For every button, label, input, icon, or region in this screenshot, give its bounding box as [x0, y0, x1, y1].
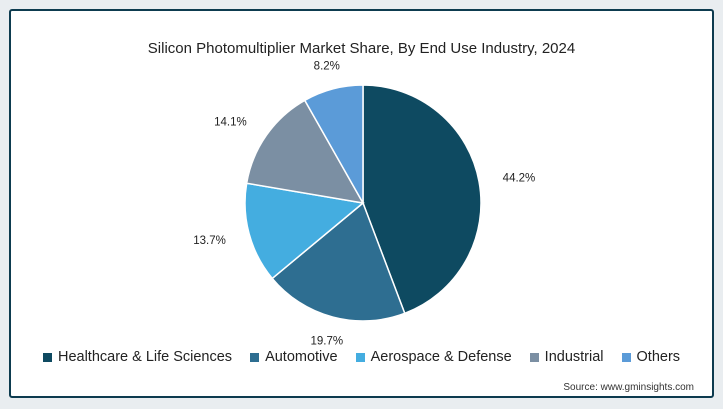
data-label: 8.2% — [314, 61, 340, 73]
chart-legend: Healthcare & Life Sciences Automotive Aero… — [11, 349, 712, 365]
legend-swatch — [42, 352, 52, 362]
legend-label: Automotive — [265, 349, 338, 365]
chart-frame: Silicon Photomultiplier Market Share, By… — [9, 9, 714, 398]
legend-label: Others — [636, 349, 681, 365]
chart-title: Silicon Photomultiplier Market Share, By… — [147, 40, 576, 57]
source-note: Source: www.gminsights.com — [563, 382, 694, 393]
data-label: 13.7% — [193, 235, 226, 247]
legend-item: Industrial — [529, 349, 604, 365]
data-label: 14.1% — [214, 116, 247, 128]
legend-item: Aerospace & Defense — [355, 349, 512, 365]
legend-swatch — [621, 352, 631, 362]
legend-label: Aerospace & Defense — [370, 349, 512, 365]
legend-swatch — [529, 352, 539, 362]
legend-item: Others — [621, 349, 681, 365]
data-label: 44.2% — [503, 172, 536, 184]
pie-slice-healthcare-life-sciences — [362, 84, 482, 315]
pie-slice-aerospace-defense — [244, 182, 365, 280]
legend-swatch — [355, 352, 365, 362]
legend-item: Automotive — [250, 349, 338, 365]
pie-chart: 44.2% 19.7% 13.7% 14.1% 8.2% — [193, 61, 536, 348]
pie-slice-industrial — [245, 99, 365, 205]
data-label: 19.7% — [310, 335, 343, 347]
legend-swatch — [250, 352, 260, 362]
pie-slice-others — [303, 84, 364, 206]
pie-slice-automotive — [271, 201, 406, 322]
legend-label: Healthcare & Life Sciences — [57, 349, 233, 365]
legend-item: Healthcare & Life Sciences — [42, 349, 233, 365]
legend-label: Industrial — [544, 349, 604, 365]
